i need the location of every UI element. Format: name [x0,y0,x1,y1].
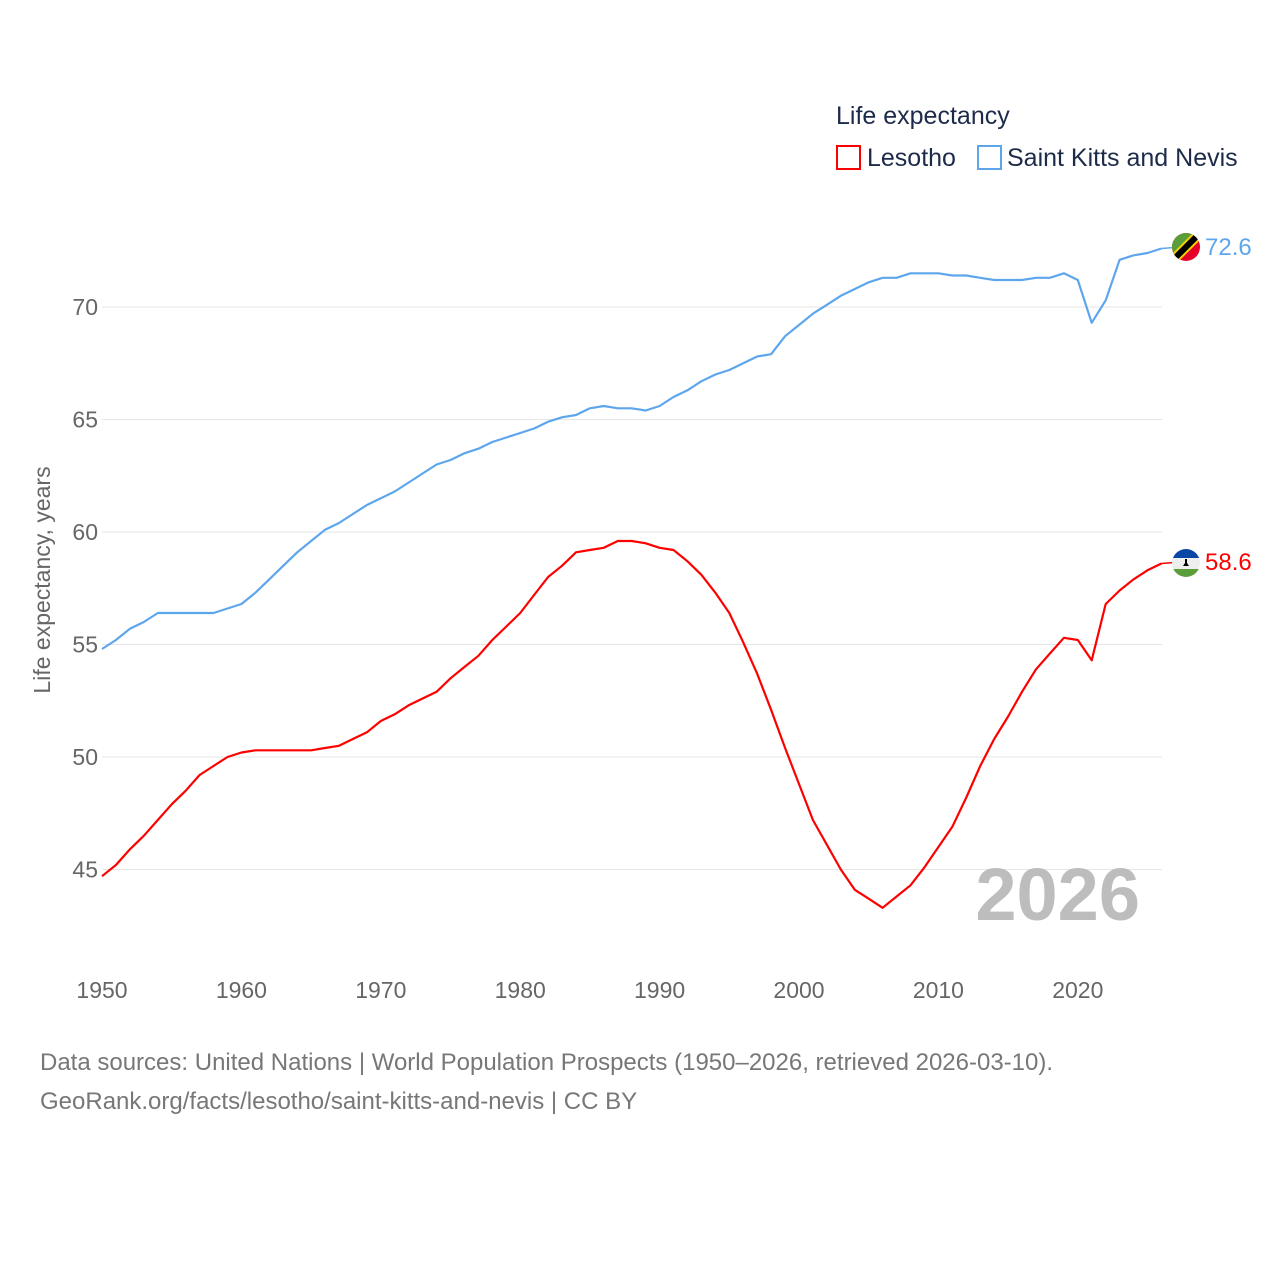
series-line-saint-kitts-and-nevis [101,247,1162,650]
source-line-1: Data sources: United Nations | World Pop… [40,1049,1054,1076]
x-tick-label: 1970 [355,977,406,1003]
source-note: Data sources: United Nations | World Pop… [40,1043,1053,1121]
end-connector [1161,246,1175,250]
y-tick-label: 60 [72,519,98,545]
legend-label-saint-kitts: Saint Kitts and Nevis [1007,144,1238,172]
x-tick-label: 2000 [773,977,824,1003]
y-tick-label: 65 [72,407,98,433]
end-label-lesotho: 58.6 [1205,549,1252,576]
legend-swatch-lesotho [836,145,861,170]
line-chart: 45 50 55 60 65 70 1950 1960 1970 1980 1990 2000 201… [29,102,1252,1003]
x-tick-label: 1950 [76,977,127,1003]
y-tick-label: 55 [72,632,98,658]
lesotho-flag-icon [1172,549,1200,577]
saint-kitts-flag-icon [1172,233,1200,261]
x-tick-label: 1960 [216,977,267,1003]
legend-label-lesotho: Lesotho [867,144,956,172]
y-tick-label: 70 [72,294,98,320]
x-tick-label: 1990 [634,977,685,1003]
legend-item-lesotho[interactable]: Lesotho [836,144,956,172]
x-tick-label: 2020 [1052,977,1103,1003]
x-tick-label: 1980 [495,977,546,1003]
year-watermark: 2026 [975,853,1140,936]
y-tick-label: 45 [72,857,98,883]
source-line-2[interactable]: GeoRank.org/facts/lesotho/saint-kitts-an… [40,1088,638,1115]
x-tick-label: 2010 [913,977,964,1003]
series-line-lesotho [101,539,1162,909]
y-tick-label: 50 [72,744,98,770]
end-label-saint-kitts: 72.6 [1205,234,1252,261]
legend-title: Life expectancy [836,102,1010,130]
y-axis-label: Life expectancy, years [29,466,55,693]
legend-item-saint-kitts-and-nevis[interactable]: Saint Kitts and Nevis [977,144,1238,172]
end-connector [1161,561,1175,565]
legend-swatch-saint-kitts [977,145,1002,170]
